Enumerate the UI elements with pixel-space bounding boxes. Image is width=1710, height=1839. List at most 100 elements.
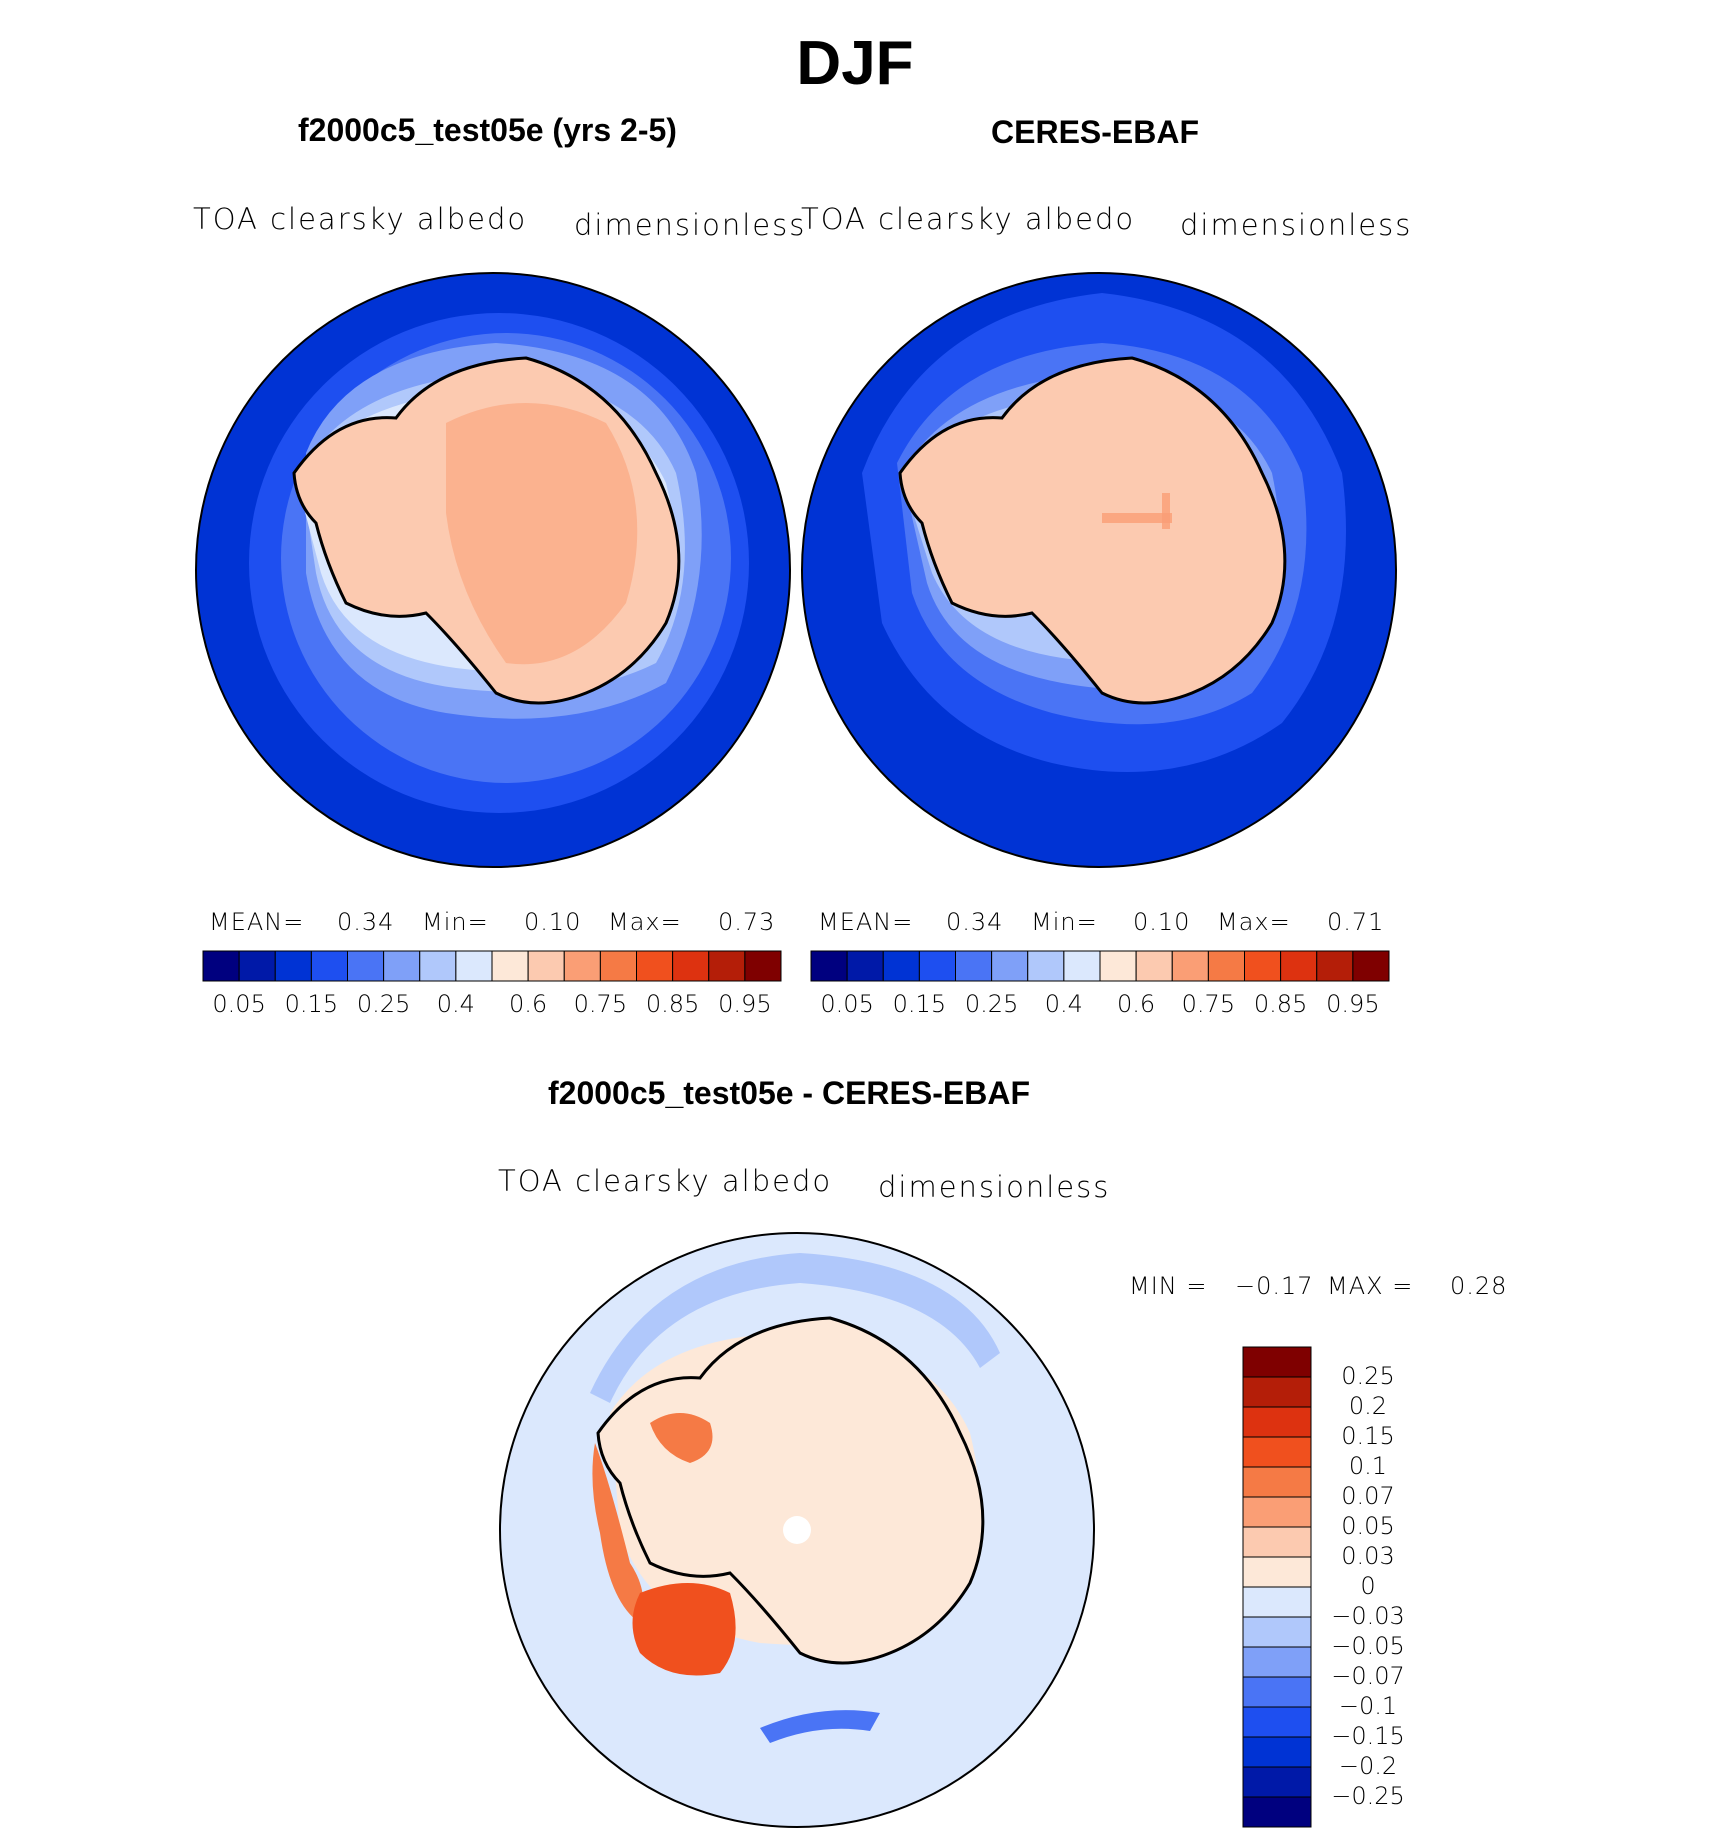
obs-colorbar-tick-label: 0.05 <box>820 990 874 1018</box>
diff-colorbar-tick-label: 0.1 <box>1348 1452 1388 1480</box>
diff-panel-title: f2000c5_test05e - CERES-EBAF <box>548 1075 1030 1111</box>
obs-colorbar-ticks: 0.05 0.15 0.25 0.4 0.6 0.75 0.85 0.95 <box>811 990 1389 1020</box>
model-mean-label: MEAN= <box>209 908 305 936</box>
diff-colorbar-box <box>1242 1556 1312 1588</box>
diff-colorbar-tick-label: 0.2 <box>1348 1392 1388 1420</box>
diff-colorbar-box <box>1242 1436 1312 1468</box>
diff-colorbar-tick-label: −0.15 <box>1331 1722 1405 1750</box>
obs-colorbar-box <box>810 950 848 982</box>
obs-colorbar-tick-label: 0.75 <box>1181 990 1236 1018</box>
antarctica-land <box>898 356 1287 705</box>
model-colorbar-box <box>274 950 312 982</box>
diff-colorbar-box <box>1242 1706 1312 1738</box>
obs-mean-value: 0.34 <box>946 908 1004 936</box>
diff-max-label: MAX = <box>1327 1272 1414 1300</box>
diff-colorbar-tick-label: 0.03 <box>1341 1542 1395 1570</box>
model-colorbar-box <box>563 950 601 982</box>
model-colorbar <box>202 950 782 982</box>
model-colorbar-box <box>636 950 674 982</box>
model-colorbar-box <box>744 950 782 982</box>
obs-colorbar-box <box>955 950 993 982</box>
model-colorbar-box <box>527 950 565 982</box>
antarctica-plateau <box>446 403 638 665</box>
model-colorbar-box <box>419 950 457 982</box>
diff-colorbar-tick-label: 0.07 <box>1341 1482 1395 1510</box>
plateau-feature-2 <box>1162 493 1170 529</box>
obs-colorbar-box <box>1171 950 1209 982</box>
diff-colorbar-box <box>1242 1796 1312 1828</box>
diff-colorbar-box <box>1242 1616 1312 1648</box>
obs-colorbar-box <box>882 950 920 982</box>
diff-polar-map <box>499 1232 1095 1828</box>
obs-colorbar-box <box>1244 950 1282 982</box>
neg-band-north <box>590 1253 1000 1403</box>
obs-colorbar-box <box>1352 950 1390 982</box>
diff-colorbar-tick-label: −0.03 <box>1331 1602 1405 1630</box>
map-boundary <box>801 272 1397 868</box>
antarctica-land <box>596 1316 985 1665</box>
diff-colorbar-tick-label: 0.15 <box>1341 1422 1395 1450</box>
obs-variable-label: TOA clearsky albedo <box>801 202 1136 236</box>
obs-colorbar-tick-label: 0.25 <box>964 990 1019 1018</box>
obs-min-label: Min= <box>1031 908 1098 936</box>
pos-ross <box>650 1413 713 1463</box>
obs-max-value: 0.71 <box>1327 908 1385 936</box>
diff-colorbar-box <box>1242 1376 1312 1408</box>
model-colorbar-box <box>347 950 385 982</box>
model-min-label: Min= <box>422 908 489 936</box>
obs-colorbar-box <box>1280 950 1318 982</box>
model-colorbar-box <box>599 950 637 982</box>
figure-title: DJF <box>796 29 914 98</box>
model-colorbar-tick-label: 0.6 <box>509 990 548 1018</box>
diff-colorbar-box <box>1242 1526 1312 1558</box>
obs-colorbar-tick-label: 0.6 <box>1117 990 1156 1018</box>
diff-variable-label: TOA clearsky albedo <box>498 1164 833 1198</box>
obs-colorbar-box <box>1316 950 1354 982</box>
map-boundary <box>195 272 791 868</box>
diff-units-label: dimensionless <box>878 1170 1111 1204</box>
model-colorbar-box <box>491 950 529 982</box>
diff-colorbar-tick-label: 0.05 <box>1341 1512 1395 1540</box>
model-units-label: dimensionless <box>574 208 807 242</box>
model-colorbar-tick-label: 0.95 <box>718 990 772 1018</box>
diff-max-value: 0.28 <box>1450 1272 1508 1300</box>
diff-colorbar-box <box>1242 1676 1312 1708</box>
obs-units-label: dimensionless <box>1180 208 1413 242</box>
diff-colorbar-box <box>1242 1496 1312 1528</box>
diff-colorbar-box <box>1242 1766 1312 1798</box>
diff-colorbar-box <box>1242 1736 1312 1768</box>
obs-mean-label: MEAN= <box>818 908 914 936</box>
model-variable-label: TOA clearsky albedo <box>193 202 528 236</box>
diff-colorbar-box <box>1242 1586 1312 1618</box>
model-colorbar-tick-label: 0.25 <box>356 990 411 1018</box>
diff-colorbar-box <box>1242 1346 1312 1378</box>
obs-colorbar-tick-label: 0.85 <box>1253 990 1308 1018</box>
diff-min-value: −0.17 <box>1235 1272 1314 1300</box>
diff-colorbar-tick-label: −0.2 <box>1338 1752 1398 1780</box>
obs-polar-map <box>801 272 1397 868</box>
obs-colorbar-tick-label: 0.95 <box>1326 990 1380 1018</box>
neg-band-south <box>760 1710 880 1743</box>
model-colorbar-box <box>455 950 493 982</box>
model-colorbar-box <box>383 950 421 982</box>
obs-colorbar-box <box>991 950 1029 982</box>
model-min-value: 0.10 <box>524 908 582 936</box>
obs-colorbar-tick-label: 0.4 <box>1044 990 1083 1018</box>
diff-colorbar-tick-label: −0.25 <box>1331 1782 1405 1810</box>
obs-colorbar-box <box>1027 950 1065 982</box>
diff-colorbar-box <box>1242 1466 1312 1498</box>
diff-colorbar-box <box>1242 1646 1312 1678</box>
obs-colorbar-box <box>846 950 884 982</box>
model-mean-value: 0.34 <box>337 908 395 936</box>
model-colorbar-box <box>708 950 746 982</box>
model-colorbar-box <box>310 950 348 982</box>
diff-colorbar-tick-label: −0.05 <box>1331 1632 1405 1660</box>
model-polar-map <box>195 272 791 868</box>
diff-colorbar-ticks: 0.25 0.2 0.15 0.1 0.07 0.05 0.03 0 −0.03 −0.05 −0.… <box>1318 1347 1418 1827</box>
pole-hole <box>783 1516 811 1544</box>
model-colorbar-box <box>672 950 710 982</box>
pos-weddell <box>632 1583 736 1676</box>
diff-colorbar-box <box>1242 1406 1312 1438</box>
obs-colorbar-tick-label: 0.15 <box>892 990 947 1018</box>
obs-colorbar-box <box>1099 950 1137 982</box>
